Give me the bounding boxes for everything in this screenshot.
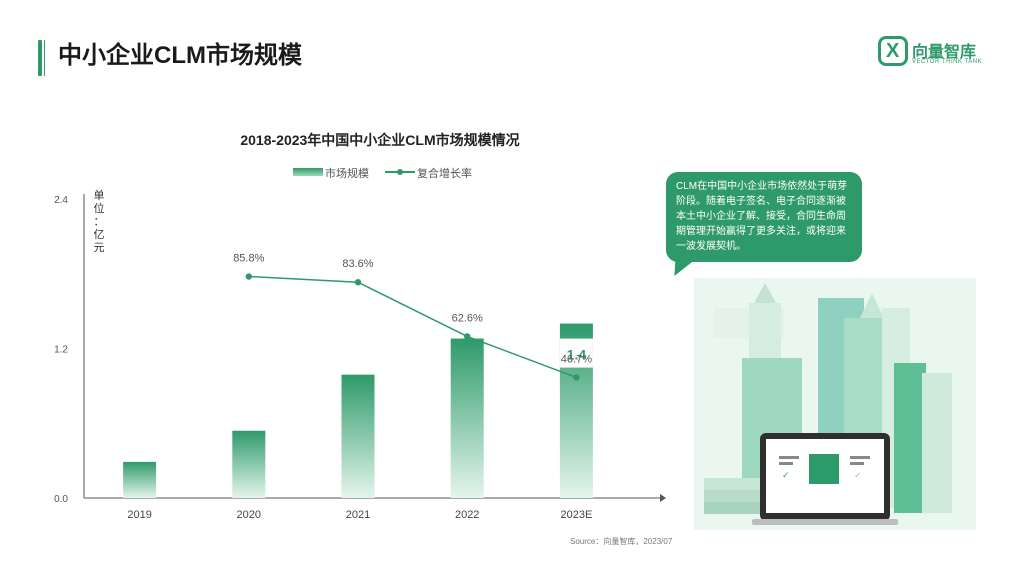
title-accent-line: [44, 40, 45, 76]
x-tick-label: 2023E: [560, 509, 592, 521]
title-accent-bar: [38, 40, 42, 76]
city-laptop-illustration: ✓ ✓: [694, 278, 976, 530]
page-title: 中小企业CLM市场规模: [58, 42, 302, 69]
bar-data-label: 1.4: [567, 347, 587, 363]
svg-text:✓: ✓: [782, 471, 790, 481]
bar: [232, 430, 266, 498]
growth-data-label: 46.7%: [561, 353, 592, 365]
growth-data-label: 85.8%: [233, 253, 264, 265]
x-tick-label: 2020: [237, 509, 261, 521]
callout-text: CLM在中国中小企业市场依然处于萌芽阶段。随着电子签名、电子合同逐渐被本土中小企…: [676, 181, 848, 252]
x-axis-arrow: [660, 494, 666, 502]
legend-bar-label: 市场规模: [325, 168, 369, 180]
legend-line-label: 复合增长率: [417, 168, 472, 180]
growth-point: [354, 279, 362, 286]
growth-data-label: 83.6%: [342, 258, 373, 270]
legend-bar-swatch: [293, 168, 323, 176]
logo-name: 向量智库: [912, 44, 977, 61]
x-tick-label: 2019: [127, 509, 151, 521]
x-tick-label: 2022: [455, 509, 479, 521]
y-tick-label: 2.4: [54, 195, 68, 206]
svg-text:✓: ✓: [854, 471, 862, 481]
growth-point: [573, 374, 580, 381]
growth-line: [248, 275, 577, 379]
bar: [341, 374, 375, 498]
bar-label-bg: [559, 338, 593, 368]
logo-icon: X: [878, 36, 908, 66]
legend-line-dot: [397, 169, 403, 175]
y-tick-label: 0.0: [54, 494, 68, 505]
callout-bubble: CLM在中国中小企业市场依然处于萌芽阶段。随着电子签名、电子合同逐渐被本土中小企…: [666, 172, 862, 262]
chart-title: 2018-2023年中国中小企业CLM市场规模情况: [240, 132, 520, 148]
growth-point: [464, 333, 471, 340]
source-note: Source：向量智库，2023/07: [570, 537, 673, 546]
growth-data-label: 62.6%: [452, 312, 483, 324]
y-tick-label: 1.2: [54, 345, 68, 356]
x-tick-label: 2021: [346, 509, 370, 521]
y-axis-unit-label: 单位：亿元: [93, 190, 105, 254]
brand-logo: X 向量智库 VECTOR THINK TANK: [878, 36, 988, 76]
growth-point: [245, 273, 252, 280]
bar: [450, 338, 484, 498]
bar: [123, 461, 157, 498]
logo-subtitle: VECTOR THINK TANK: [912, 59, 983, 65]
